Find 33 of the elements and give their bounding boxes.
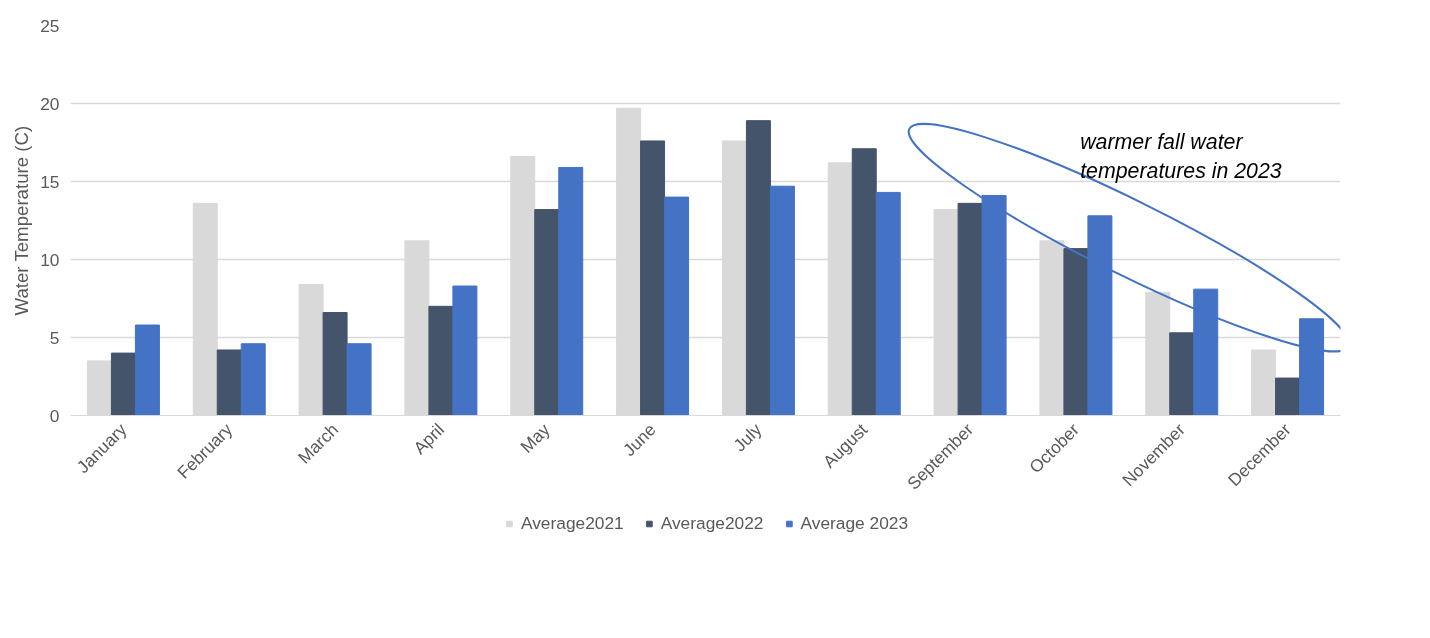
bar xyxy=(216,349,242,416)
y-tick-label: 5 xyxy=(49,327,60,348)
bar xyxy=(1275,377,1301,416)
bar xyxy=(240,343,266,416)
x-tick-label: May xyxy=(516,419,555,457)
bar xyxy=(745,120,771,416)
bar xyxy=(428,305,454,416)
bar xyxy=(558,166,584,416)
bar xyxy=(346,343,372,416)
bar xyxy=(1169,332,1195,416)
bar xyxy=(134,324,160,416)
bar xyxy=(851,148,877,416)
bar xyxy=(534,209,560,416)
bar xyxy=(769,185,795,416)
legend-label: Average 2023 xyxy=(800,512,909,534)
legend-label: Average2021 xyxy=(520,512,624,534)
bar xyxy=(875,191,901,416)
bar xyxy=(1063,248,1089,416)
y-tick-label: 0 xyxy=(49,405,60,426)
y-tick-label: 15 xyxy=(40,171,60,192)
y-tick-label: 10 xyxy=(40,249,60,270)
bar xyxy=(322,312,348,416)
y-tick-label: 20 xyxy=(40,93,60,114)
bar xyxy=(110,352,136,416)
bar xyxy=(664,196,690,416)
y-axis-title: Water Temperature (C) xyxy=(11,125,33,316)
bar xyxy=(452,285,478,416)
annotation: warmer fall water temperatures in 2023 xyxy=(1080,130,1282,183)
bar xyxy=(957,202,983,416)
y-tick-label: 25 xyxy=(40,15,60,36)
bar xyxy=(640,140,666,416)
x-tick-label: July xyxy=(729,419,766,456)
legend-label: Average2022 xyxy=(660,512,764,534)
